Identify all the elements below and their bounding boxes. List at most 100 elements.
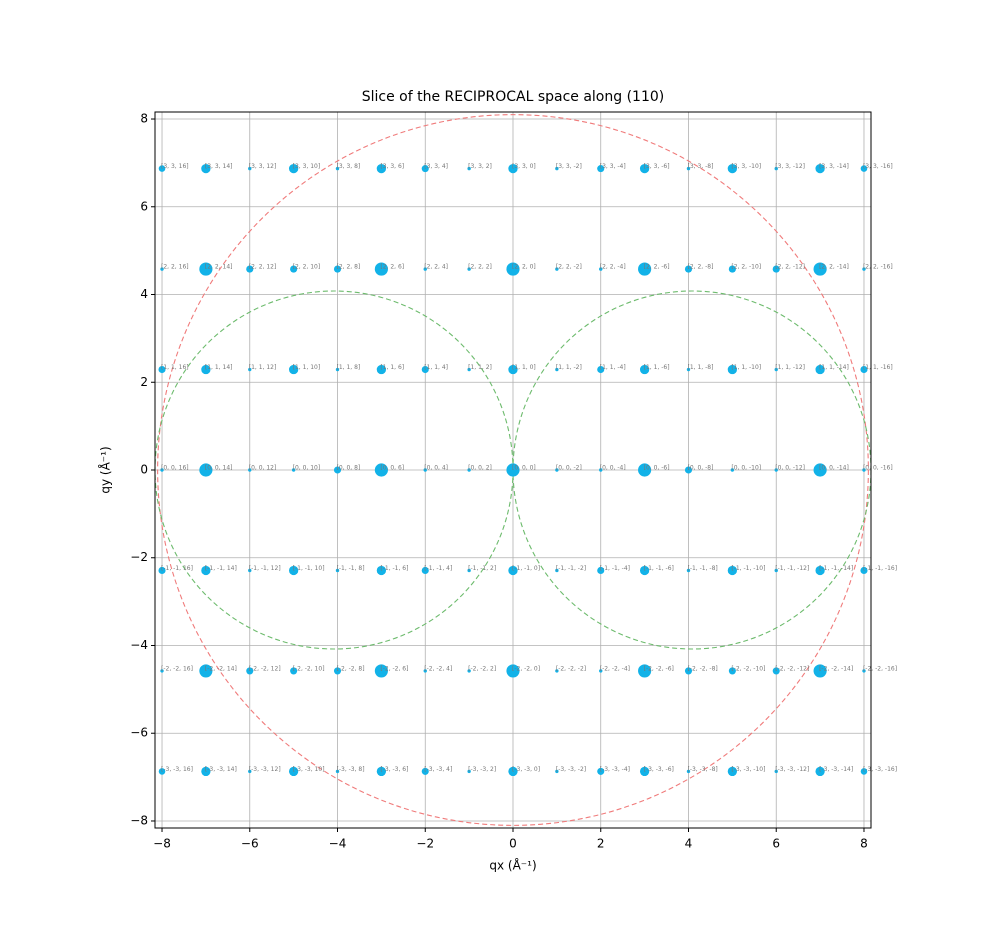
point xyxy=(158,165,166,172)
point-label: [1, 1, 10] xyxy=(293,364,321,371)
point xyxy=(638,664,652,678)
point-label: [0, 0, 6] xyxy=(380,465,404,472)
point xyxy=(684,466,693,474)
point xyxy=(160,669,164,673)
point-label: [-1, -1, 0] xyxy=(512,565,540,572)
point-label: [0, 0, -8] xyxy=(687,465,713,472)
point xyxy=(815,163,825,174)
point-label: [-3, -3, 4] xyxy=(424,766,452,773)
point xyxy=(291,468,296,472)
point xyxy=(555,267,559,271)
x-tick-label: 8 xyxy=(860,837,868,851)
point-label: [-2, -2, -2] xyxy=(556,665,586,672)
point xyxy=(201,766,211,777)
point xyxy=(727,565,738,576)
point xyxy=(774,468,778,472)
point-label: [2, 2, 0] xyxy=(512,264,536,271)
point-label: [1, 1, -2] xyxy=(556,364,582,371)
point-label: [1, 1, -12] xyxy=(775,364,805,371)
point-label: [3, 3, -16] xyxy=(863,163,893,170)
y-tick-label: 0 xyxy=(140,463,148,477)
point-label: [1, 1, 4] xyxy=(424,364,448,371)
point xyxy=(639,364,650,375)
point-label: [-2, -2, -16] xyxy=(863,665,897,672)
point-label: [3, 3, -4] xyxy=(600,163,626,170)
point xyxy=(467,568,471,573)
point xyxy=(421,566,429,575)
point xyxy=(860,566,868,575)
point xyxy=(376,364,387,375)
point xyxy=(772,667,780,675)
point xyxy=(774,769,778,774)
point-label: [2, 2, -8] xyxy=(687,264,713,271)
point-label: [1, 1, 14] xyxy=(205,364,233,371)
point-label: [-3, -3, -16] xyxy=(863,766,897,773)
point xyxy=(248,468,252,472)
point-label: [0, 0, 16] xyxy=(161,465,189,472)
point-label: [0, 0, -16] xyxy=(863,465,893,472)
x-axis-label: qx (Å⁻¹) xyxy=(489,858,536,873)
point-label: [2, 2, -10] xyxy=(731,264,761,271)
chart-title: Slice of the RECIPROCAL space along (110… xyxy=(362,89,664,105)
point-label: [3, 3, 8] xyxy=(337,163,361,170)
point-label: [1, 1, 12] xyxy=(249,364,277,371)
plot-frame xyxy=(154,111,872,829)
x-tick-label: 6 xyxy=(772,837,780,851)
point xyxy=(335,166,340,171)
point xyxy=(862,468,866,472)
point-label: [1, 1, 0] xyxy=(512,364,536,371)
point xyxy=(288,766,299,777)
point xyxy=(862,669,866,673)
x-tick-label: −2 xyxy=(416,837,434,851)
point-label: [2, 2, 14] xyxy=(205,264,233,271)
point xyxy=(860,365,868,374)
point-label: [-2, -2, 12] xyxy=(249,665,281,672)
point-label: [1, 1, 2] xyxy=(468,364,492,371)
point-label: [-3, -3, -10] xyxy=(731,766,765,773)
point-label: [-3, -3, 10] xyxy=(293,766,325,773)
point xyxy=(774,568,778,573)
point xyxy=(639,163,650,174)
point-label: [1, 1, 8] xyxy=(337,364,361,371)
point-label: [-3, -3, -2] xyxy=(556,766,586,773)
y-tick-label: 8 xyxy=(140,112,148,126)
point-label: [-2, -2, -12] xyxy=(775,665,809,672)
point-label: [1, 1, 6] xyxy=(380,364,404,371)
point xyxy=(374,463,388,477)
point-label: [3, 3, -8] xyxy=(687,163,713,170)
point-label: [-2, -2, -8] xyxy=(687,665,717,672)
point-label: [3, 3, 2] xyxy=(468,163,492,170)
point xyxy=(506,262,520,276)
point-label: [0, 0, -4] xyxy=(600,465,626,472)
point-label: [-2, -2, 8] xyxy=(337,665,365,672)
point xyxy=(727,364,738,375)
point-label: [-3, -3, 14] xyxy=(205,766,237,773)
point-label: [-1, -1, -8] xyxy=(687,565,717,572)
point-label: [-2, -2, 2] xyxy=(468,665,496,672)
point xyxy=(815,364,825,375)
point-label: [0, 0, 10] xyxy=(293,465,321,472)
reference-circle xyxy=(157,114,869,826)
point xyxy=(860,768,868,775)
point-label: [3, 3, 14] xyxy=(205,163,233,170)
y-tick-label: 2 xyxy=(140,375,148,389)
point-label: [0, 0, 2] xyxy=(468,465,492,472)
point xyxy=(686,568,691,573)
point-label: [-3, -3, 16] xyxy=(161,766,193,773)
point xyxy=(248,769,252,774)
point-label: [-1, -1, 2] xyxy=(468,565,496,572)
point xyxy=(506,664,520,678)
point xyxy=(555,367,559,372)
point xyxy=(599,468,603,472)
point xyxy=(199,262,213,276)
point xyxy=(638,463,652,477)
point xyxy=(333,667,342,675)
point xyxy=(813,262,827,276)
point xyxy=(158,768,166,775)
point-label: [1, 1, -10] xyxy=(731,364,761,371)
point xyxy=(333,265,342,273)
point xyxy=(506,463,520,477)
point-label: [3, 3, 0] xyxy=(512,163,536,170)
point xyxy=(555,568,559,573)
point-label: [-3, -3, 8] xyxy=(337,766,365,773)
